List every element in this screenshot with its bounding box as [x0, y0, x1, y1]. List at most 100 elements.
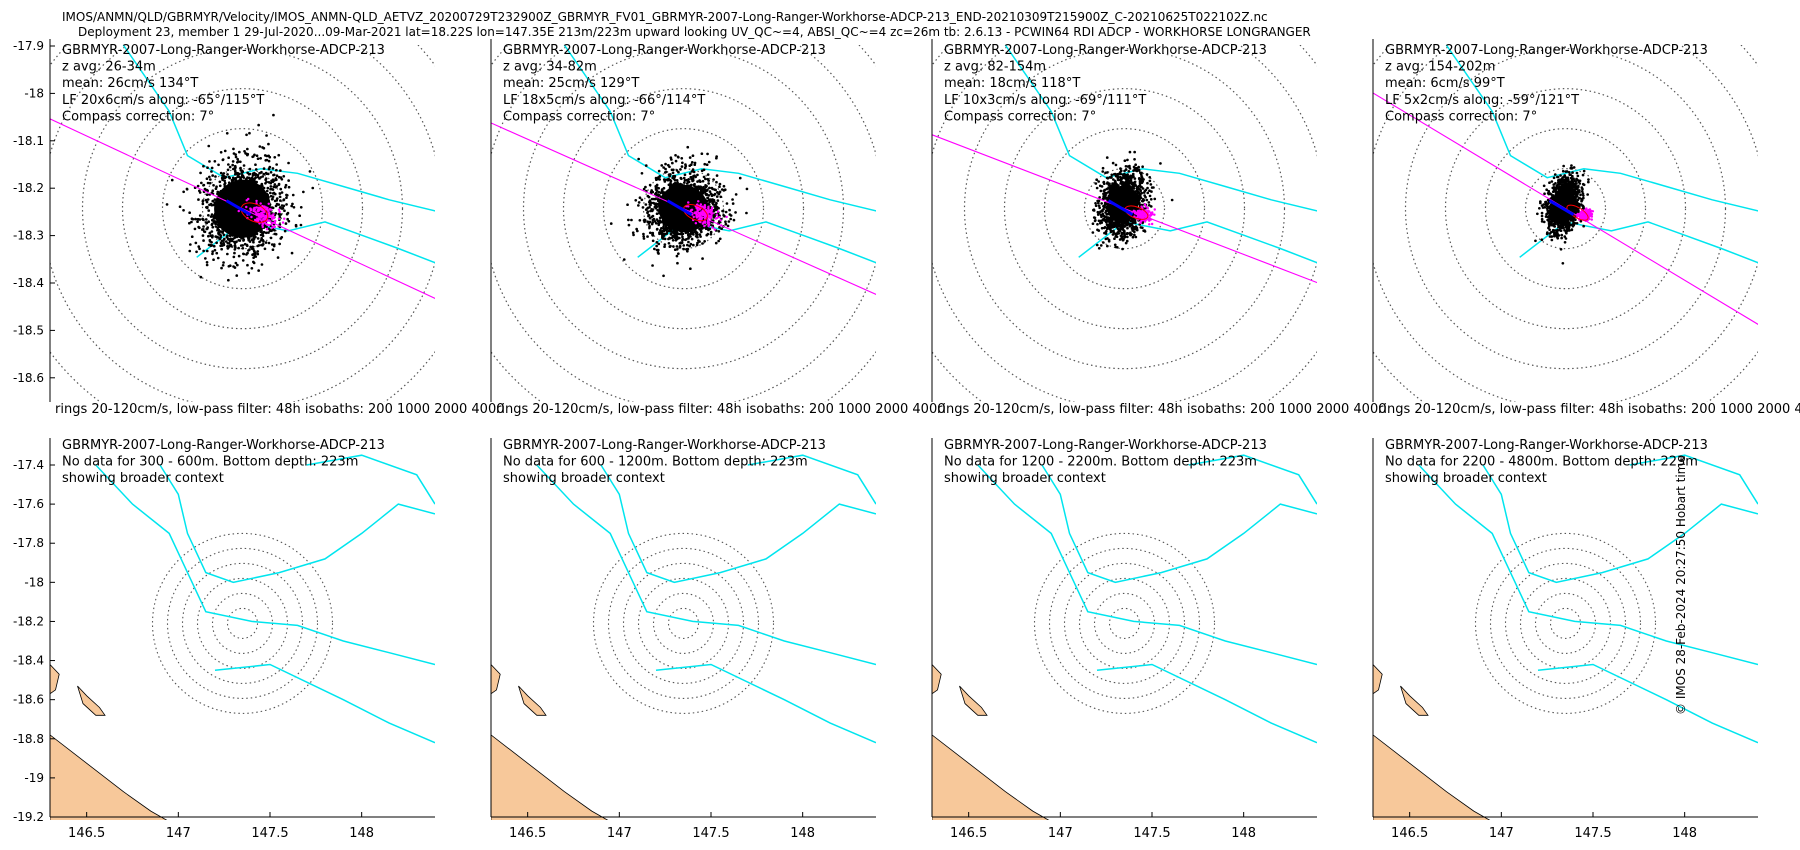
x-tick-label: 148: [349, 826, 374, 841]
top-panel-2: GBRMYR-2007-Long-Ranger-Workhorse-ADCP-2…: [490, 39, 876, 402]
land-island-west: [50, 663, 60, 695]
y-tick-label: -18.4: [13, 654, 44, 668]
y-tick-label: -18.6: [13, 371, 44, 385]
isobath-line-1: [1418, 464, 1758, 666]
speed-ring: [1519, 577, 1612, 669]
speed-ring: [607, 547, 760, 699]
annotation-line-2: No data for 2200 - 4800m. Bottom depth: …: [1385, 455, 1698, 470]
land-island-hinchinbrook: [77, 685, 106, 716]
y-tick-label: -18.2: [13, 614, 44, 628]
variance-ellipse: [683, 204, 708, 222]
annotation-line-2: No data for 600 - 1200m. Bottom depth: 2…: [503, 455, 808, 470]
speed-ring: [592, 532, 775, 714]
footer-label: rings 20-120cm/s, low-pass filter: 48h i…: [1378, 402, 1800, 417]
isobath-line-2: [1519, 221, 1758, 264]
speed-ring: [1504, 562, 1627, 684]
map-area: [491, 454, 876, 820]
y-tick-label: -17.8: [13, 536, 44, 550]
lowpass-scatter: [685, 200, 728, 231]
speed-ring: [1489, 547, 1642, 699]
footer-label: rings 20-120cm/s, low-pass filter: 48h i…: [937, 402, 1387, 417]
x-tick-label: 148: [1672, 826, 1697, 841]
annotation-line-1: GBRMYR-2007-Long-Ranger-Workhorse-ADCP-2…: [944, 43, 1267, 58]
figure-title-line-2: Deployment 23, member 1 29-Jul-2020...09…: [78, 25, 1311, 39]
land-mainland: [50, 734, 168, 820]
isobath-line-1: [977, 464, 1317, 666]
y-tick-label: -18.3: [13, 229, 44, 243]
top-panel-4: GBRMYR-2007-Long-Ranger-Workhorse-ADCP-2…: [1372, 39, 1758, 402]
y-tick-label: -19: [24, 771, 44, 785]
annotation-line-3: mean: 26cm/s 134°T: [62, 76, 198, 91]
speed-ring: [226, 607, 259, 639]
bottom-panel-4: 146.5 147 147.5 148 GBRMYR-2007-Long-Ranger-…: [1372, 438, 1758, 841]
bottom-panel-1: -17.4 -17.6 -17.8 -18 -18.2 -18.4 -18.6 -18.8 -1…: [13, 438, 435, 841]
land-island-west: [932, 663, 942, 695]
y-tick-label: -18: [24, 86, 44, 100]
x-tick-label: 147.5: [1133, 826, 1170, 841]
speed-ring: [196, 577, 289, 669]
land-mainland: [491, 734, 609, 820]
x-tick-label: 146.5: [68, 826, 105, 841]
x-tick-label: 148: [1231, 826, 1256, 841]
plot-area: [491, 45, 876, 402]
speed-ring: [161, 128, 324, 290]
y-tick-label: -18.5: [13, 323, 44, 337]
speed-ring: [166, 547, 319, 699]
top-panel-1: -17.9 -18 -18.1 -18.2 -18.3 -18.4 -18.5 -18.6 GB…: [13, 39, 435, 402]
speed-ring: [1549, 607, 1582, 639]
annotation-line-2: z avg: 82-154m: [944, 60, 1046, 75]
annotation-line-2: z avg: 34-82m: [503, 60, 597, 75]
x-tick-label: 147: [166, 826, 191, 841]
annotation-line-4: LF 5x2cm/s along: -59°/121°T: [1385, 93, 1579, 108]
footer-label: rings 20-120cm/s, low-pass filter: 48h i…: [496, 402, 946, 417]
speed-ring: [1444, 88, 1687, 330]
speed-ring: [1043, 128, 1206, 290]
annotation-line-3: mean: 6cm/s 99°T: [1385, 76, 1505, 91]
annotation-line-3: showing broader context: [944, 471, 1106, 486]
y-tick-label: -17.9: [13, 39, 44, 53]
y-tick-label: -18.2: [13, 181, 44, 195]
y-tick-label: -18: [24, 575, 44, 589]
speed-ring: [1003, 88, 1246, 330]
annotation-line-5: Compass correction: 7°: [503, 109, 655, 124]
isobath-line-1: [122, 45, 435, 212]
x-tick-label: 146.5: [950, 826, 987, 841]
annotation-line-2: z avg: 26-34m: [62, 60, 156, 75]
y-tick-label: -17.4: [13, 458, 44, 472]
bottom-panel-3: 146.5 147 147.5 148 GBRMYR-2007-Long-Ranger-…: [931, 438, 1317, 841]
speed-ring: [1083, 168, 1166, 250]
plot-area: [50, 45, 435, 402]
isobath-line-4: [306, 454, 435, 505]
speed-ring: [602, 128, 765, 290]
speed-ring: [562, 88, 805, 330]
map-area: [1373, 454, 1758, 820]
x-tick-label: 147: [607, 826, 632, 841]
annotation-line-1: GBRMYR-2007-Long-Ranger-Workhorse-ADCP-2…: [503, 438, 826, 453]
speed-ring: [1108, 607, 1141, 639]
annotation-line-3: showing broader context: [1385, 471, 1547, 486]
x-tick-label: 146.5: [1391, 826, 1428, 841]
speed-ring: [963, 48, 1286, 370]
annotation-line-3: mean: 25cm/s 129°T: [503, 76, 639, 91]
annotation-line-5: Compass correction: 7°: [62, 109, 214, 124]
annotation-line-1: GBRMYR-2007-Long-Ranger-Workhorse-ADCP-2…: [62, 43, 385, 58]
isobath-line-1: [1445, 45, 1758, 212]
speed-ring: [652, 592, 715, 654]
variance-ellipse: [1566, 204, 1589, 221]
speed-ring: [81, 48, 404, 370]
y-tick-label: -17.6: [13, 497, 44, 511]
isobath-line-4: [1188, 454, 1317, 505]
map-area: [932, 454, 1317, 820]
speed-ring: [1048, 547, 1201, 699]
map-area: [50, 454, 435, 820]
annotation-line-1: GBRMYR-2007-Long-Ranger-Workhorse-ADCP-2…: [1385, 43, 1708, 58]
speed-ring: [622, 562, 745, 684]
x-tick-label: 148: [790, 826, 815, 841]
isobath-line-4: [1629, 454, 1758, 505]
plot-area: [932, 45, 1317, 402]
annotation-line-4: LF 20x6cm/s along: -65°/115°T: [62, 93, 264, 108]
speed-ring: [522, 48, 845, 370]
mean-current-arrow: [1107, 199, 1134, 216]
x-tick-label: 147.5: [692, 826, 729, 841]
